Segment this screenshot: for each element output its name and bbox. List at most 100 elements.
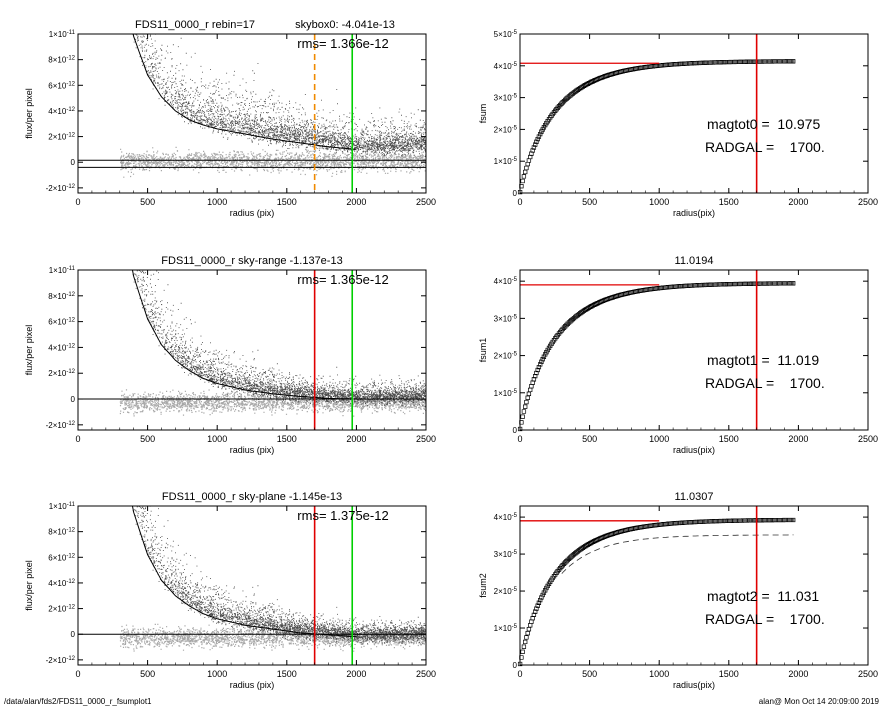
profile-2-frame xyxy=(77,269,427,431)
profile-1-ytick-label: -2×10-12 xyxy=(46,184,76,193)
profile-1-xtick-label: 1000 xyxy=(207,197,227,207)
fsum-3-ytick-label: 2×10-5 xyxy=(494,587,518,596)
profile-3-ytick-label: 6×10-12 xyxy=(48,553,75,562)
profile-2: 0 500 1000 1500 2000 2500 1×10-11 8×10-12 6×10-1… xyxy=(24,255,436,455)
fsum-2-ytick-label: 1×10-5 xyxy=(494,389,518,398)
profile-1-title2: skybox0: -4.041e-13 xyxy=(295,19,395,31)
fsum-1-xtick-label: 2500 xyxy=(858,197,878,207)
fsum-2: 0 500 1000 1500 2000 2500 4×10-5 3×10-5 2×10-5 1×… xyxy=(478,255,878,455)
fsum-1-ytick-label: 1×10-5 xyxy=(494,157,518,166)
fsum-3-xtick-label: 1000 xyxy=(649,669,669,679)
profile-2-xtick-label: 500 xyxy=(140,434,155,444)
fsum-3-xtick-label: 1500 xyxy=(719,669,739,679)
profile-1-title: FDS11_0000_r rebin=17 xyxy=(135,19,255,31)
profile-1-xtick-label: 2500 xyxy=(416,197,436,207)
profile-1-ytick-label: 4×10-12 xyxy=(48,107,75,116)
fsum-2-frame xyxy=(519,269,869,431)
profile-1-xlabel: radius (pix) xyxy=(230,208,275,218)
profile-1-scatter-light xyxy=(120,146,426,178)
profile-1-scatter-dark xyxy=(132,34,426,157)
fsum-2-ylabel: fsum1 xyxy=(478,338,488,363)
profile-2-plot-area xyxy=(78,270,426,430)
fsum-2-ytick-label: 4×10-5 xyxy=(494,277,518,286)
fsum-2-xlabel: radius(pix) xyxy=(673,445,715,455)
profile-1-frame xyxy=(77,33,427,194)
profile-3-ytick-label: 1×10-11 xyxy=(49,502,76,511)
fsum-1-radgal-text: RADGAL = 1700. xyxy=(705,139,825,155)
fsum-3-ytick-label: 4×10-5 xyxy=(494,513,518,522)
fsum-3-xtick-label: 500 xyxy=(582,669,597,679)
profile-2-scatter-light xyxy=(119,386,426,417)
fsum-1-xtick-label: 1000 xyxy=(649,197,669,207)
fsum-3-ytick-label: 3×10-5 xyxy=(494,550,518,559)
fsum-2-mag-text: magtot1 = 11.019 xyxy=(707,352,819,368)
profile-3-scatter-light xyxy=(119,619,426,652)
profile-2-xtick-label: 2500 xyxy=(416,434,436,444)
profile-3-ytick-label: 8×10-12 xyxy=(48,528,75,537)
fsum-1-xtick-label: 2000 xyxy=(788,197,808,207)
fsum-3-fsum-markers xyxy=(517,517,796,667)
fsum-3-title: 11.0307 xyxy=(675,491,714,503)
profile-3-rms-text: rms= 1.375e-12 xyxy=(297,508,388,523)
profile-2-xtick-label: 1000 xyxy=(207,434,227,444)
fsum-3-xtick-label: 0 xyxy=(517,669,522,679)
profile-3-plot-area xyxy=(78,506,426,665)
fsum-1-ylabel: fsum xyxy=(478,104,488,124)
fsum-1-xtick-label: 500 xyxy=(582,197,597,207)
profile-1-xtick-label: 0 xyxy=(75,197,80,207)
profile-2-ytick-label: 2×10-12 xyxy=(48,369,75,378)
profile-2-ytick-label: 0 xyxy=(71,395,76,404)
fsum-1: 0 500 1000 1500 2000 2500 5×10-5 4×10-5 3×10-5 2×… xyxy=(478,30,878,218)
fsum-3-ylabel: fsum2 xyxy=(478,573,488,598)
profile-1-plot-area xyxy=(78,34,426,193)
profile-1-xtick-label: 1500 xyxy=(277,197,297,207)
fsum-3-ytick-label: 0 xyxy=(513,661,518,670)
fsum-2-xtick-label: 2500 xyxy=(858,434,878,444)
footer-stamp: alan@ Mon Oct 14 20:09:00 2019 xyxy=(758,697,879,706)
profile-3-ylabel: flux/per pixel xyxy=(24,560,34,611)
profile-2-ytick-label: 6×10-12 xyxy=(48,318,75,327)
fsum-3-ytick-label: 1×10-5 xyxy=(494,624,518,633)
fsum-2-fsum-markers xyxy=(517,281,796,432)
profile-3-xlabel: radius (pix) xyxy=(230,680,275,690)
fsum-2-ytick-label: 0 xyxy=(513,426,518,435)
fsum-3-xtick-label: 2000 xyxy=(788,669,808,679)
profile-2-xtick-label: 0 xyxy=(75,434,80,444)
fsum-1-frame xyxy=(519,33,869,194)
profile-1: 0 500 1000 1500 2000 2500 1×10-11 8×10-12 6×10-1… xyxy=(24,19,436,218)
fsum-3-xtick-label: 2500 xyxy=(858,669,878,679)
profile-2-scatter-dark xyxy=(132,270,426,409)
fsum-2-radgal-text: RADGAL = 1700. xyxy=(705,375,825,391)
profile-3-ytick-label: 4×10-12 xyxy=(48,579,75,588)
profile-2-rms-text: rms= 1.365e-12 xyxy=(297,272,388,287)
fsum-1-ytick-label: 3×10-5 xyxy=(494,94,518,103)
profile-1-rms-text: rms= 1.366e-12 xyxy=(297,36,388,51)
fsum-3-fsum-dashed xyxy=(561,534,794,574)
profile-3-ytick-label: 0 xyxy=(71,630,76,639)
profile-1-profile-line xyxy=(132,34,357,150)
profile-2-xtick-label: 1500 xyxy=(277,434,297,444)
fsum-1-ytick-label: 2×10-5 xyxy=(494,125,518,134)
profile-3-xtick-label: 1000 xyxy=(207,669,227,679)
profile-3: 0 500 1000 1500 2000 2500 1×10-11 8×10-12 6×10-1… xyxy=(24,491,436,690)
profile-1-ytick-label: 8×10-12 xyxy=(48,56,75,65)
fsum-1-ytick-label: 4×10-5 xyxy=(494,62,518,71)
fsum-2-title: 11.0194 xyxy=(675,255,714,267)
fsum-2-ytick-label: 3×10-5 xyxy=(494,314,518,323)
profile-1-ylabel: flux/per pixel xyxy=(24,88,34,139)
profile-2-ylabel: flux/per pixel xyxy=(24,325,34,376)
fsum-2-xtick-label: 500 xyxy=(582,434,597,444)
fsum-2-xtick-label: 1500 xyxy=(719,434,739,444)
fsum-1-ytick-label: 0 xyxy=(513,189,518,198)
profile-1-ytick-label: 1×10-11 xyxy=(49,30,76,39)
profile-2-profile-line xyxy=(131,270,357,400)
profile-3-xtick-label: 2500 xyxy=(416,669,436,679)
profile-1-ytick-label: 2×10-12 xyxy=(48,133,75,142)
fsum-3-frame xyxy=(519,505,869,666)
fsum-1-mag-text: magtot0 = 10.975 xyxy=(707,116,820,132)
profile-3-xtick-label: 500 xyxy=(140,669,155,679)
fsum-2-xtick-label: 0 xyxy=(517,434,522,444)
profile-2-xtick-label: 2000 xyxy=(346,434,366,444)
profile-1-ytick-label: 0 xyxy=(71,158,76,167)
